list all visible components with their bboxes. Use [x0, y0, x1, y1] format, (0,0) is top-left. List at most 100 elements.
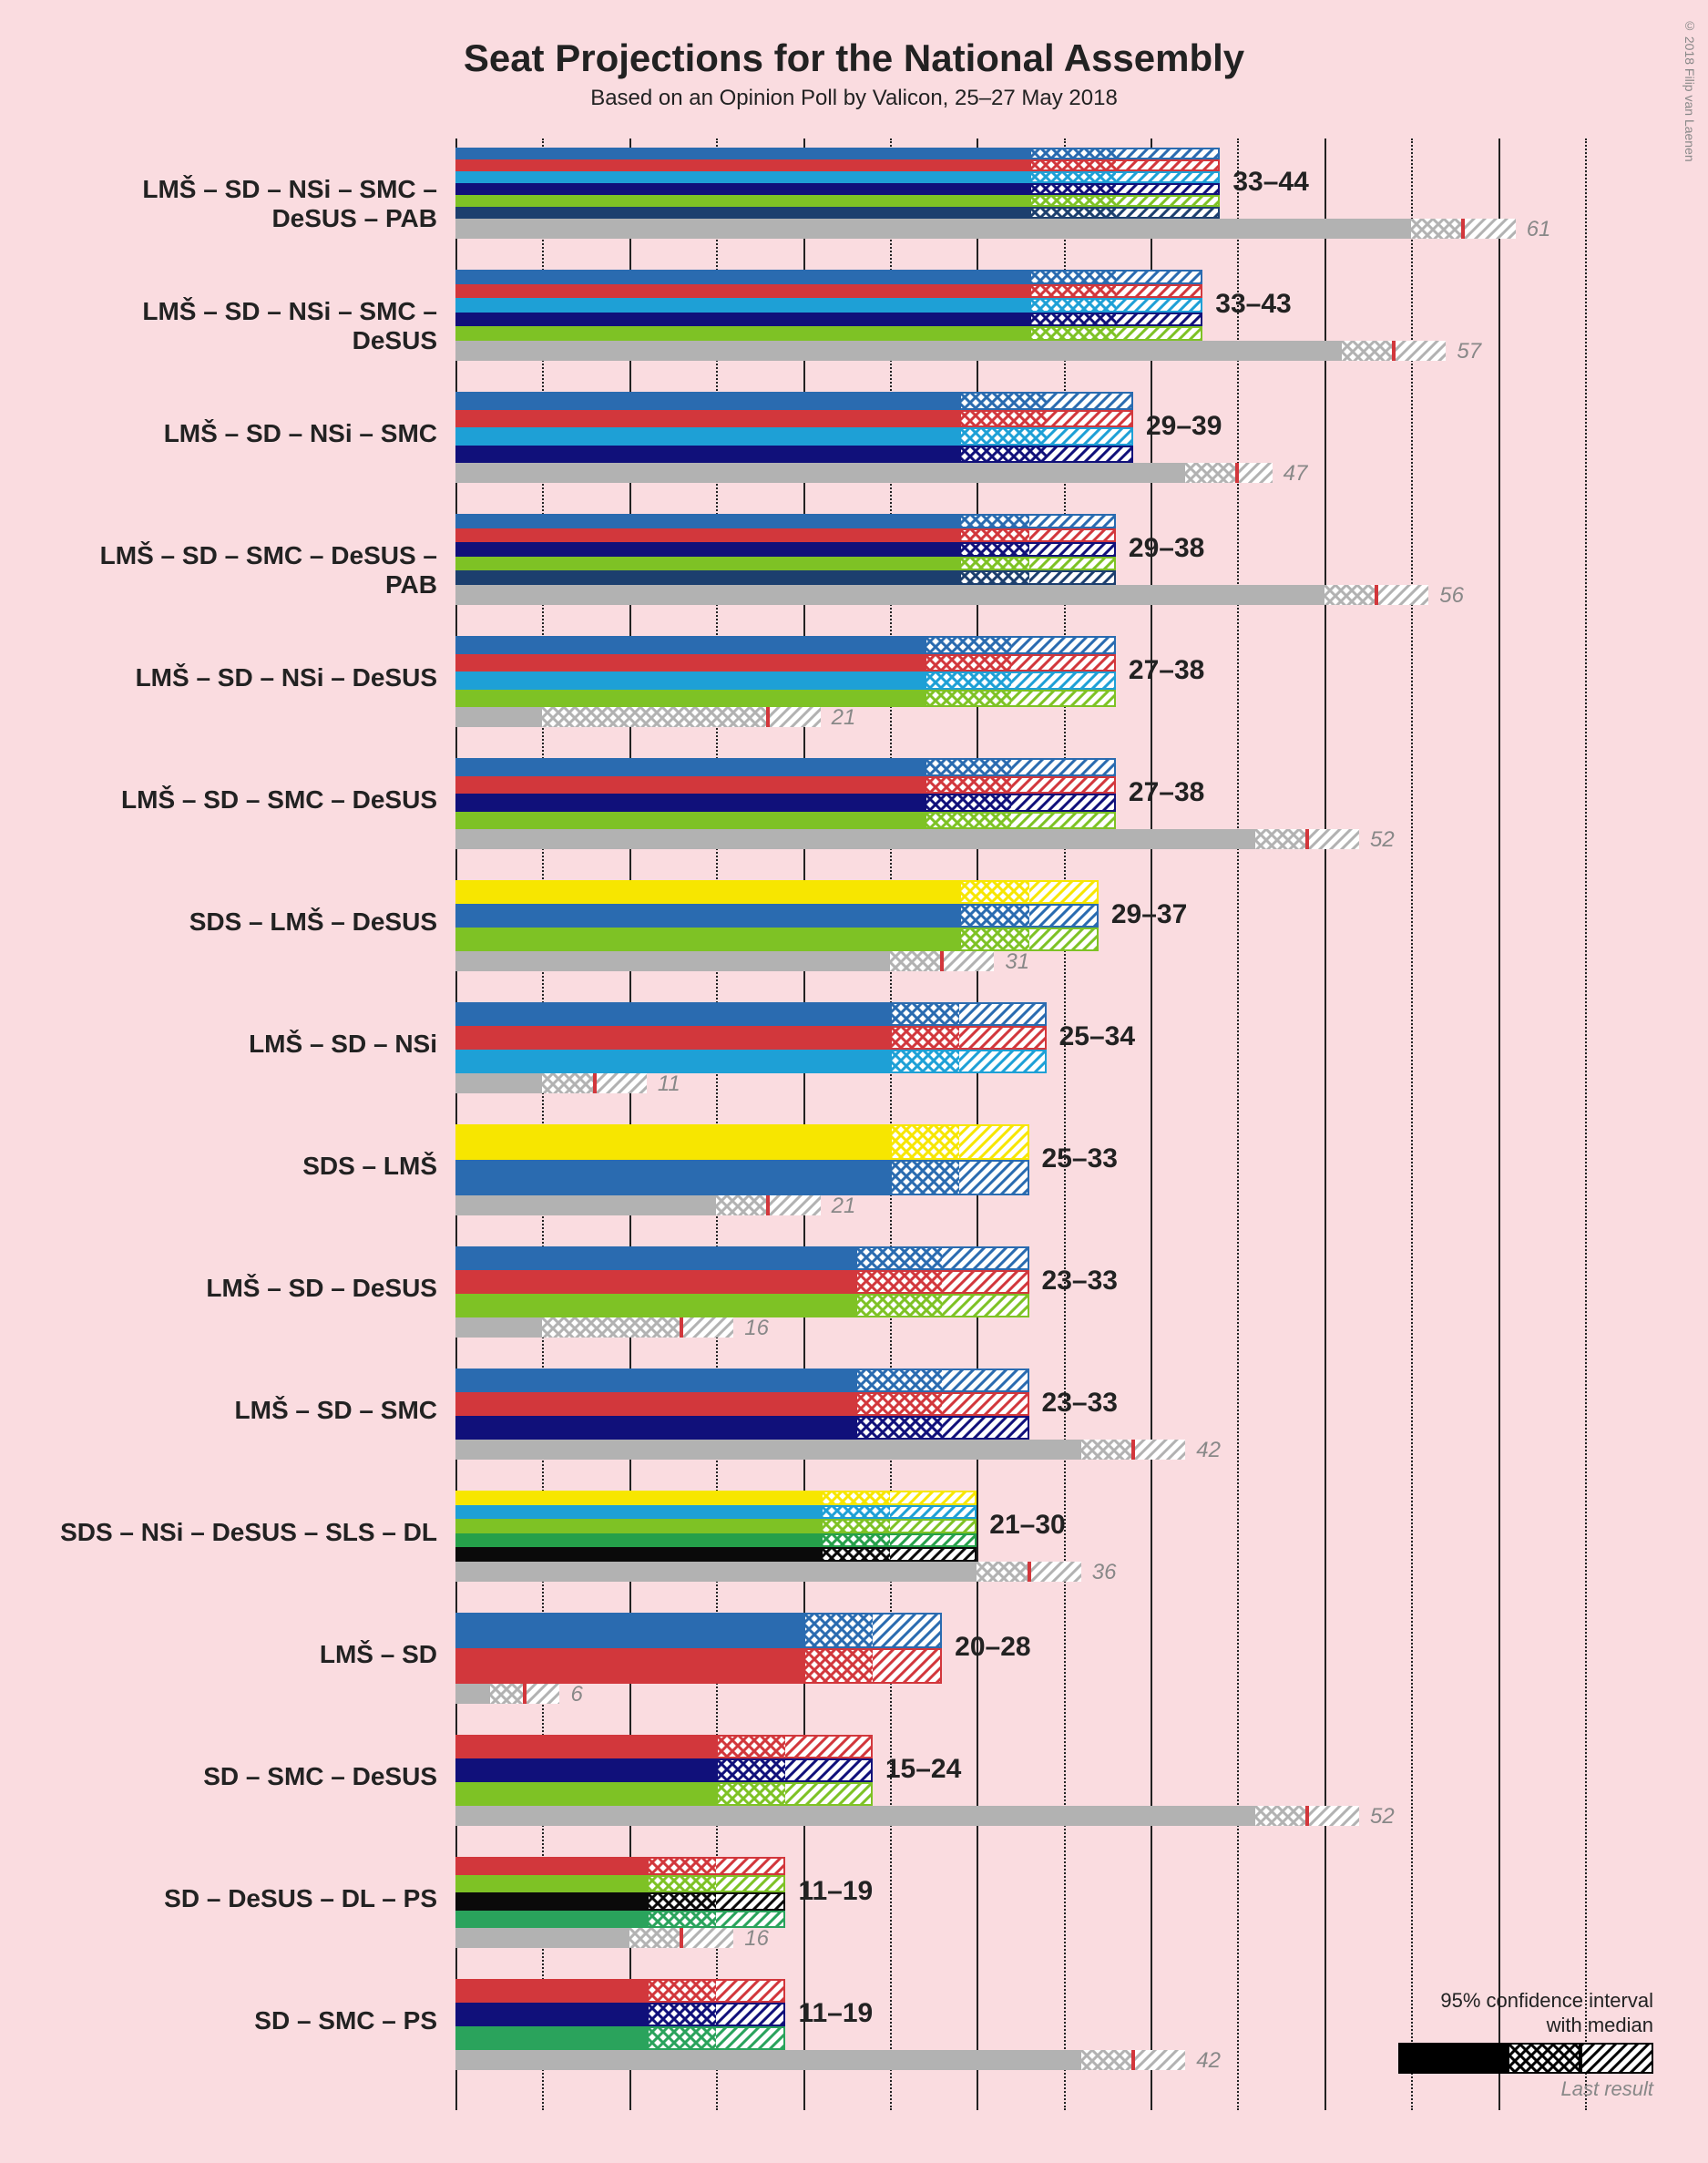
coalition-row: SDS – NSi – DeSUS – SLS – DL21–3036: [455, 1481, 1526, 1604]
range-label: 27–38: [1129, 655, 1204, 686]
last-ci-crosshatch: [716, 1195, 768, 1215]
last-ci-diagonal: [595, 1073, 647, 1093]
last-result-label: 56: [1439, 583, 1464, 609]
last-median-tick: [1461, 219, 1465, 239]
range-label: 25–33: [1042, 1143, 1118, 1174]
last-result-label: 42: [1196, 2048, 1221, 2074]
last-result-bar: [455, 341, 1446, 361]
last-ci-diagonal: [681, 1317, 733, 1338]
last-ci-crosshatch: [1324, 585, 1376, 605]
coalition-label: LMŠ – SD – NSi: [55, 1030, 437, 1059]
last-median-tick: [523, 1684, 527, 1704]
coalition-label: LMŠ – SD – SMC: [55, 1396, 437, 1425]
last-median-tick: [1028, 1562, 1031, 1582]
last-ci-crosshatch: [542, 1317, 681, 1338]
coalition-label: LMŠ – SD – NSi – SMC – DeSUS: [55, 297, 437, 355]
coalition-label: LMŠ – SD – SMC – DeSUS: [55, 785, 437, 815]
last-ci-crosshatch: [542, 707, 768, 727]
ci-border: [803, 1648, 943, 1684]
coalition-row: LMŠ – SD – NSi – SMC – DeSUS – PAB33–446…: [455, 138, 1526, 261]
coalition-label: SDS – NSi – DeSUS – SLS – DL: [55, 1518, 437, 1547]
range-label: 11–19: [798, 1998, 873, 2029]
last-result-label: 52: [1370, 1804, 1395, 1830]
ci-border: [959, 427, 1133, 446]
ci-border: [1029, 313, 1203, 327]
coalition-label: SDS – LMŠ: [55, 1152, 437, 1181]
range-label: 25–34: [1059, 1021, 1135, 1052]
ci-border: [647, 1857, 786, 1875]
last-median-tick: [1375, 585, 1378, 605]
ci-border: [855, 1416, 1029, 1440]
last-ci-diagonal: [768, 1195, 820, 1215]
last-result-bar: [455, 1806, 1359, 1826]
last-result-label: 21: [832, 1194, 856, 1219]
ci-border: [821, 1505, 977, 1520]
last-result-label: 16: [744, 1316, 769, 1341]
range-label: 21–30: [989, 1510, 1065, 1541]
range-label: 33–43: [1215, 289, 1291, 320]
ci-border: [821, 1491, 977, 1505]
last-result-label: 47: [1284, 461, 1308, 487]
ci-border: [925, 794, 1116, 812]
last-result-label: 42: [1196, 1438, 1221, 1463]
last-ci-diagonal: [1237, 463, 1272, 483]
coalition-row: LMŠ – SD – NSi25–3411: [455, 993, 1526, 1115]
last-ci-crosshatch: [1411, 219, 1463, 239]
last-result-bar: [455, 463, 1273, 483]
ci-border: [959, 410, 1133, 428]
last-ci-diagonal: [681, 1928, 733, 1948]
ci-border: [803, 1613, 943, 1648]
ci-border: [959, 904, 1099, 928]
range-label: 29–38: [1129, 533, 1204, 564]
last-ci-crosshatch: [977, 1562, 1028, 1582]
coalition-row: LMŠ – SD – NSi – DeSUS27–3821: [455, 627, 1526, 749]
ci-border: [959, 446, 1133, 464]
ci-border: [855, 1270, 1029, 1294]
legend-ci-label: 95% confidence intervalwith median: [1325, 1989, 1653, 2037]
ci-border: [647, 2003, 786, 2026]
legend-last-label: Last result: [1325, 2077, 1653, 2101]
ci-border: [821, 1519, 977, 1533]
legend-diagonal: [1580, 2043, 1653, 2074]
range-label: 29–37: [1111, 899, 1187, 930]
ci-border: [890, 1002, 1047, 1026]
ci-border: [925, 636, 1116, 654]
legend: 95% confidence intervalwith median Last …: [1325, 1989, 1653, 2101]
coalition-row: LMŠ – SD – DeSUS23–3316: [455, 1237, 1526, 1359]
ci-border: [959, 392, 1133, 410]
ci-border: [925, 812, 1116, 830]
range-label: 27–38: [1129, 777, 1204, 808]
legend-swatch: [1398, 2043, 1653, 2074]
ci-border: [1029, 284, 1203, 299]
ci-border: [959, 570, 1116, 585]
ci-border: [1029, 326, 1203, 341]
coalition-row: SDS – LMŠ25–3321: [455, 1115, 1526, 1237]
chart-title: Seat Projections for the National Assemb…: [55, 36, 1653, 80]
ci-border: [855, 1246, 1029, 1270]
last-ci-crosshatch: [629, 1928, 681, 1948]
chart-subtitle: Based on an Opinion Poll by Valicon, 25–…: [55, 86, 1653, 111]
chart-container: LMŠ – SD – NSi – SMC – DeSUS – PAB33–446…: [55, 138, 1653, 2110]
last-median-tick: [680, 1317, 683, 1338]
plot-area: LMŠ – SD – NSi – SMC – DeSUS – PAB33–446…: [455, 138, 1526, 2110]
ci-border: [1029, 148, 1221, 159]
ci-border: [1029, 270, 1203, 284]
ci-border: [855, 1369, 1029, 1392]
coalition-label: LMŠ – SD – NSi – SMC – DeSUS – PAB: [55, 175, 437, 233]
coalition-row: LMŠ – SD – SMC23–3342: [455, 1359, 1526, 1481]
last-ci-diagonal: [942, 951, 994, 971]
ci-border: [855, 1392, 1029, 1416]
last-result-label: 6: [570, 1682, 582, 1707]
last-result-bar: [455, 585, 1428, 605]
coalition-label: LMŠ – SD – SMC – DeSUS – PAB: [55, 541, 437, 600]
last-median-tick: [766, 707, 770, 727]
range-label: 20–28: [955, 1632, 1030, 1663]
last-ci-diagonal: [1133, 1440, 1185, 1460]
coalition-label: LMŠ – SD – DeSUS: [55, 1274, 437, 1303]
coalition-label: SDS – LMŠ – DeSUS: [55, 907, 437, 937]
last-result-label: 52: [1370, 827, 1395, 853]
last-ci-diagonal: [1394, 341, 1446, 361]
copyright-text: © 2018 Filip van Laenen: [1682, 18, 1697, 162]
last-ci-crosshatch: [542, 1073, 594, 1093]
last-median-tick: [940, 951, 944, 971]
